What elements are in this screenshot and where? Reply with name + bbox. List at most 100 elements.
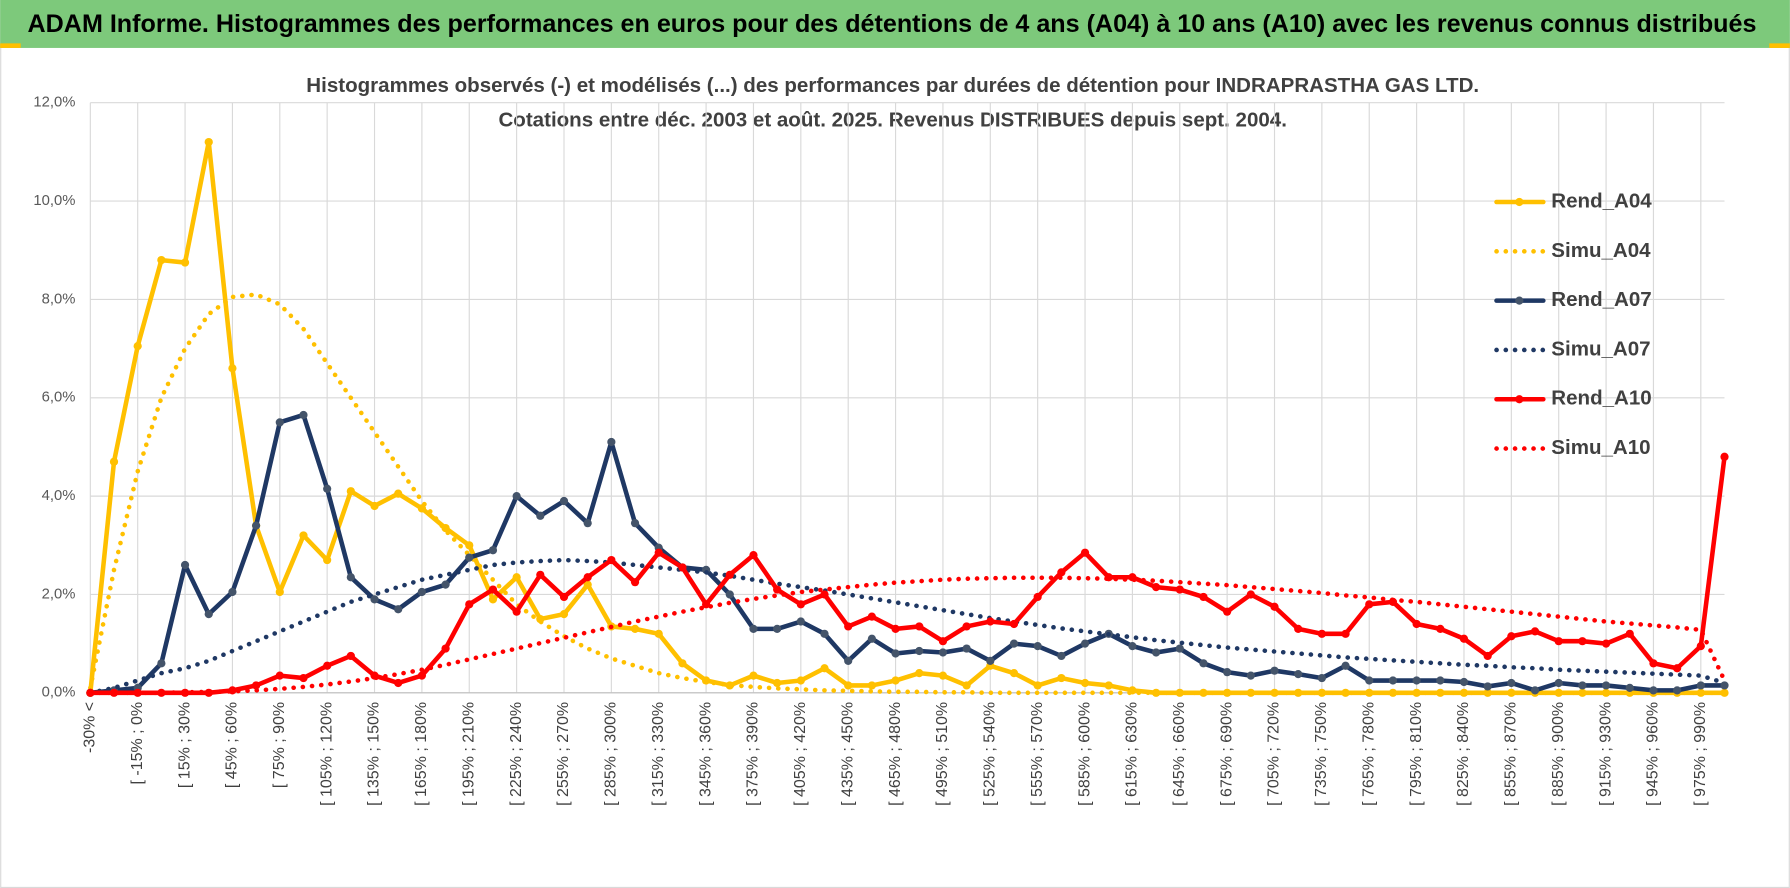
data-point: [986, 656, 995, 665]
header-accent: [1769, 43, 1790, 48]
data-point: [773, 678, 782, 688]
x-tick-label: [ 645% ; 660%: [1171, 702, 1188, 806]
data-point: [1246, 590, 1255, 599]
data-point: [1388, 676, 1398, 685]
data-point: [536, 511, 545, 520]
x-tick-label: [ 795% ; 810%: [1408, 702, 1425, 806]
x-tick-label: [ 345% ; 360%: [697, 702, 714, 806]
data-point: [346, 573, 355, 582]
data-point: [465, 553, 474, 562]
data-point: [228, 587, 237, 597]
data-point: [1601, 688, 1611, 697]
data-point: [1530, 686, 1540, 695]
data-point: [938, 671, 948, 680]
data-point: [607, 555, 616, 565]
data-point: [157, 659, 166, 668]
x-tick-label: [ 825% ; 840%: [1455, 702, 1472, 806]
x-tick-label: [ 735% ; 750%: [1313, 702, 1330, 806]
data-point: [1175, 644, 1184, 653]
chart-title: Histogrammes observés (-) et modélisés (…: [306, 74, 1479, 97]
x-tick-label: [ -15% ; 0%: [129, 702, 146, 785]
x-tick-label: [ 915% ; 930%: [1597, 702, 1614, 806]
data-point: [1507, 632, 1516, 641]
data-point: [488, 546, 498, 555]
data-point: [1720, 688, 1729, 697]
legend-marker: [1515, 197, 1524, 207]
header-title: ADAM Informe. Histogrammes des performan…: [28, 10, 1757, 38]
data-point: [251, 681, 261, 690]
data-point: [1080, 639, 1090, 648]
header-bar: [0, 0, 1790, 48]
x-tick-label: [ 555% ; 570%: [1029, 702, 1046, 806]
data-point: [1459, 677, 1469, 687]
data-point: [844, 681, 853, 690]
data-point: [1578, 681, 1587, 690]
data-point: [1578, 637, 1587, 646]
data-point: [1365, 600, 1374, 609]
x-tick-label: [ 465% ; 480%: [887, 702, 904, 806]
series-line: [88, 557, 1727, 696]
data-point: [1483, 682, 1492, 691]
data-point: [536, 570, 545, 579]
x-tick-label: [ 45% ; 60%: [224, 702, 241, 788]
x-tick-label: [ 285% ; 300%: [603, 702, 620, 806]
data-point: [1696, 681, 1705, 690]
data-point: [1341, 688, 1350, 697]
data-point: [1436, 624, 1445, 634]
data-point: [1412, 619, 1421, 629]
legend-label: Rend_A10: [1551, 387, 1651, 410]
x-tick-label: [ 885% ; 900%: [1550, 702, 1567, 806]
data-point: [630, 624, 640, 634]
data-point: [844, 622, 853, 631]
data-point: [180, 560, 190, 570]
data-point: [370, 501, 379, 511]
legend-marker: [1515, 395, 1524, 404]
data-point: [1317, 673, 1326, 683]
data-point: [441, 580, 450, 589]
x-tick-label: [ 765% ; 780%: [1360, 702, 1377, 806]
data-point: [559, 592, 569, 602]
data-point: [725, 590, 734, 599]
data-point: [275, 418, 284, 427]
data-point: [796, 676, 805, 685]
data-point: [725, 570, 734, 579]
legend-label: Simu_A04: [1551, 239, 1651, 262]
data-point: [630, 519, 640, 528]
data-point: [1270, 602, 1279, 611]
legend: Rend_A04 Simu_A04 Rend_A07 Simu_A07 Rend_A10…: [1494, 189, 1652, 459]
legend-marker: [1515, 296, 1524, 305]
data-point: [1459, 634, 1469, 643]
grid: 0,0% 2,0% 4,0% 6,0% 8,0% 10,0% 12,0% -30% < [ -1…: [33, 95, 1725, 806]
data-point: [1009, 619, 1019, 629]
data-point: [275, 587, 284, 597]
data-point: [773, 624, 782, 634]
y-tick-label: 8,0%: [42, 291, 76, 307]
data-point: [773, 585, 782, 594]
x-tick-label: [ 255% ; 270%: [555, 702, 572, 806]
data-point: [583, 519, 592, 528]
data-point: [1483, 651, 1492, 661]
chart-subtitle: Cotations entre déc. 2003 et août. 2025.…: [498, 108, 1286, 131]
x-tick-label: [ 375% ; 390%: [745, 702, 762, 806]
legend-label: Simu_A10: [1551, 436, 1650, 459]
data-point: [1033, 592, 1042, 602]
data-point: [512, 607, 521, 616]
data-point: [1341, 629, 1350, 638]
data-point: [512, 492, 521, 501]
y-tick-label: 0,0%: [42, 685, 76, 701]
x-tick-label: [ 105% ; 120%: [318, 702, 335, 806]
data-point: [1294, 670, 1303, 679]
data-point: [749, 624, 758, 634]
data-point: [867, 681, 876, 690]
y-tick-label: 2,0%: [42, 586, 76, 602]
data-point: [678, 659, 687, 668]
data-point: [394, 678, 403, 688]
data-point: [1223, 668, 1232, 677]
data-point: [109, 457, 119, 466]
data-point: [1412, 676, 1421, 685]
header-accent: [0, 43, 21, 48]
data-point: [370, 595, 379, 604]
data-point: [1601, 639, 1611, 648]
data-point: [915, 622, 924, 631]
